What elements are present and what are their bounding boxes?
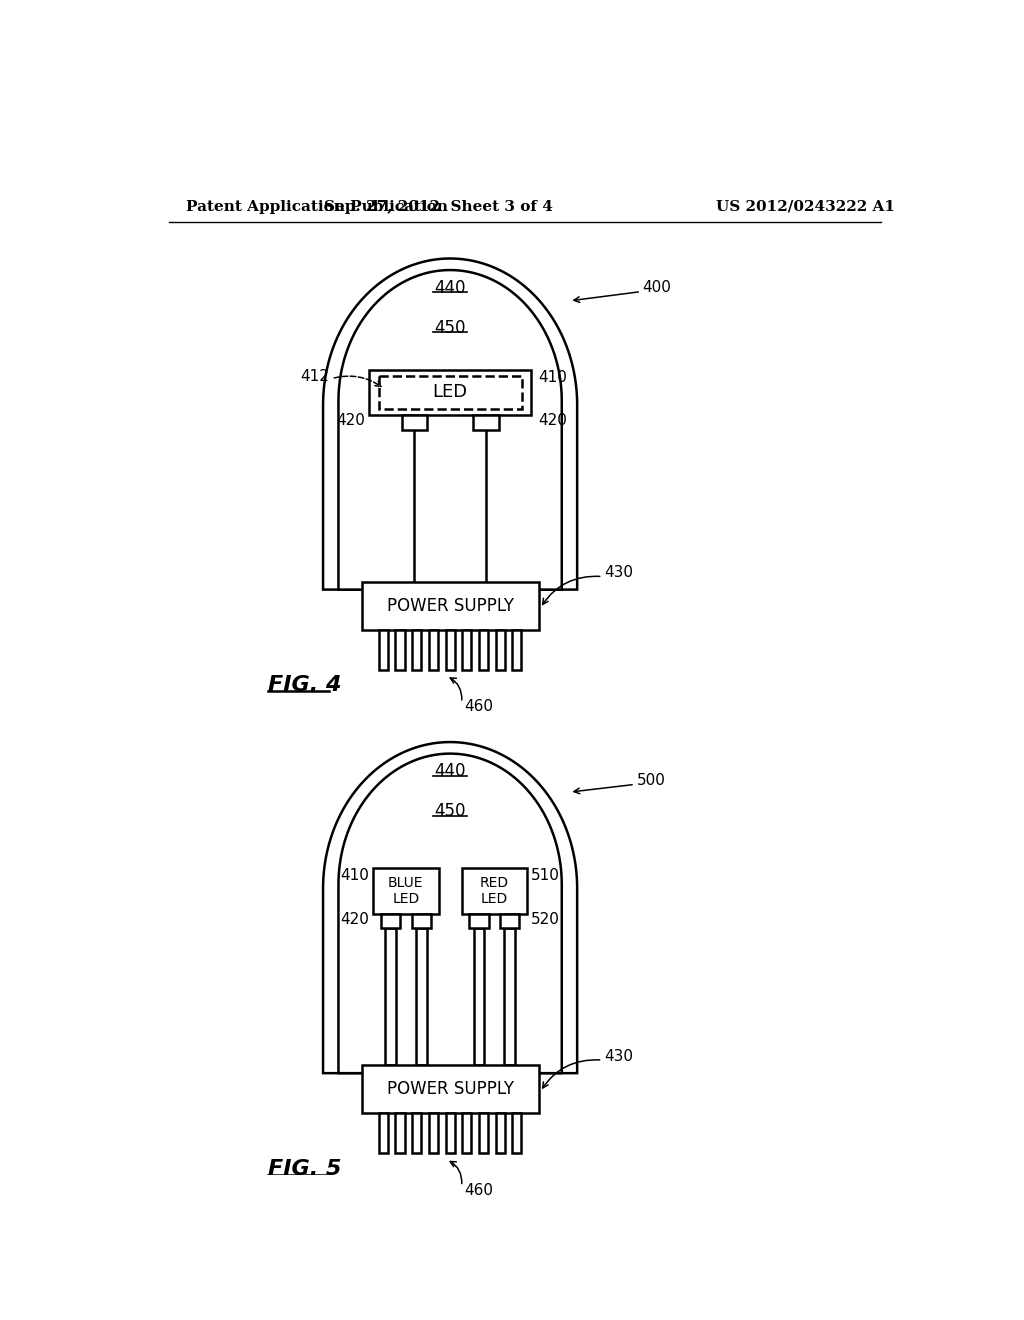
Bar — [469, 913, 488, 928]
Text: 460: 460 — [464, 1183, 493, 1197]
Bar — [401, 414, 427, 430]
Text: 510: 510 — [531, 867, 560, 883]
Text: BLUE
LED: BLUE LED — [388, 875, 424, 906]
Bar — [395, 630, 404, 669]
Bar — [445, 630, 455, 669]
Bar — [462, 867, 527, 913]
Text: 460: 460 — [464, 700, 493, 714]
Bar — [496, 1113, 505, 1154]
Text: 410: 410 — [539, 371, 567, 385]
Polygon shape — [323, 742, 578, 1073]
Text: 520: 520 — [531, 912, 560, 928]
Text: RED
LED: RED LED — [480, 875, 509, 906]
Bar — [496, 630, 505, 669]
Text: Patent Application Publication: Patent Application Publication — [186, 199, 449, 214]
Text: 420: 420 — [337, 413, 366, 429]
Text: 430: 430 — [604, 565, 633, 581]
Text: 400: 400 — [643, 280, 672, 296]
Bar — [473, 414, 499, 430]
Bar — [462, 1113, 471, 1154]
Text: FIG. 5: FIG. 5 — [267, 1159, 341, 1179]
Text: FIG. 4: FIG. 4 — [267, 675, 341, 696]
Bar — [462, 630, 471, 669]
Text: 410: 410 — [340, 867, 370, 883]
Bar — [412, 1113, 421, 1154]
Polygon shape — [339, 271, 562, 590]
Text: 450: 450 — [434, 319, 466, 337]
Bar — [416, 928, 427, 1065]
Text: 430: 430 — [604, 1048, 633, 1064]
Text: 500: 500 — [637, 774, 666, 788]
Bar — [412, 630, 421, 669]
Text: POWER SUPPLY: POWER SUPPLY — [387, 1080, 514, 1098]
Text: 412: 412 — [300, 368, 330, 384]
Bar — [479, 1113, 488, 1154]
Polygon shape — [323, 259, 578, 590]
Text: 420: 420 — [340, 912, 370, 928]
Bar — [379, 376, 521, 409]
Bar — [512, 630, 521, 669]
Bar — [512, 1113, 521, 1154]
Bar — [505, 928, 515, 1065]
Bar — [379, 630, 388, 669]
Bar — [381, 913, 400, 928]
Bar — [395, 1113, 404, 1154]
Text: POWER SUPPLY: POWER SUPPLY — [387, 597, 514, 615]
Bar — [385, 928, 396, 1065]
Text: 440: 440 — [434, 279, 466, 297]
Bar — [473, 928, 484, 1065]
Text: US 2012/0243222 A1: US 2012/0243222 A1 — [716, 199, 895, 214]
Text: Sep. 27, 2012  Sheet 3 of 4: Sep. 27, 2012 Sheet 3 of 4 — [325, 199, 553, 214]
Bar — [361, 582, 539, 630]
Bar — [412, 913, 431, 928]
Bar — [370, 370, 531, 414]
Bar — [445, 1113, 455, 1154]
Text: 440: 440 — [434, 763, 466, 780]
Bar — [429, 630, 438, 669]
Bar — [429, 1113, 438, 1154]
Bar — [500, 913, 519, 928]
Text: 450: 450 — [434, 803, 466, 820]
Polygon shape — [339, 754, 562, 1073]
Bar — [379, 1113, 388, 1154]
Bar — [361, 1065, 539, 1113]
Bar — [373, 867, 438, 913]
Text: LED: LED — [432, 384, 468, 401]
Bar — [479, 630, 488, 669]
Text: 420: 420 — [539, 413, 567, 429]
